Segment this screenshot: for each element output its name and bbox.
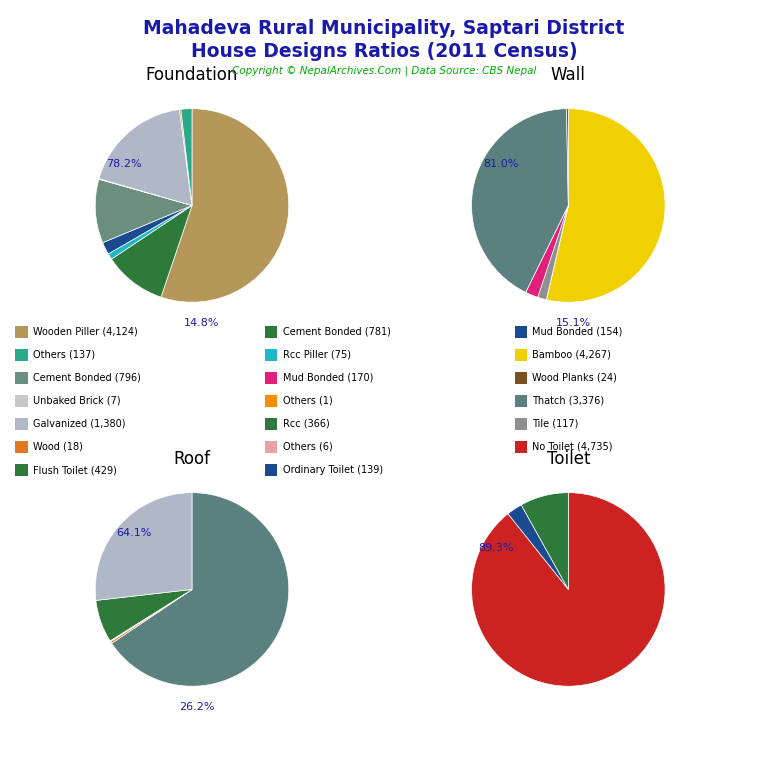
Text: 2.6%: 2.6%	[0, 767, 1, 768]
Text: Others (6): Others (6)	[283, 442, 333, 452]
Wedge shape	[521, 493, 568, 590]
Text: Thatch (3,376): Thatch (3,376)	[532, 396, 604, 406]
Text: 0.3%: 0.3%	[0, 767, 1, 768]
Text: Copyright © NepalArchives.Com | Data Source: CBS Nepal: Copyright © NepalArchives.Com | Data Sou…	[232, 65, 536, 76]
Text: Flush Toilet (429): Flush Toilet (429)	[33, 465, 117, 475]
Text: Wood Planks (24): Wood Planks (24)	[532, 372, 617, 383]
Text: 0.0%: 0.0%	[0, 767, 1, 768]
Wedge shape	[111, 590, 192, 641]
Text: Rcc (366): Rcc (366)	[283, 419, 329, 429]
Wedge shape	[472, 109, 568, 293]
Text: 3.2%: 3.2%	[0, 767, 1, 768]
Text: 15.1%: 15.1%	[555, 319, 591, 329]
Text: 14.8%: 14.8%	[184, 319, 220, 329]
Wedge shape	[99, 110, 192, 206]
Text: 78.2%: 78.2%	[107, 159, 142, 169]
Wedge shape	[181, 109, 192, 206]
Wedge shape	[472, 493, 665, 687]
Text: Ordinary Toilet (139): Ordinary Toilet (139)	[283, 465, 382, 475]
Text: Cement Bonded (781): Cement Bonded (781)	[283, 326, 390, 337]
Text: 7.0%: 7.0%	[0, 767, 1, 768]
Title: Wall: Wall	[551, 66, 586, 84]
Wedge shape	[103, 206, 192, 254]
Text: Wood (18): Wood (18)	[33, 442, 83, 452]
Text: 64.1%: 64.1%	[116, 528, 151, 538]
Text: 0.5%: 0.5%	[0, 767, 1, 768]
Text: 2.2%: 2.2%	[0, 767, 1, 768]
Text: Galvanized (1,380): Galvanized (1,380)	[33, 419, 125, 429]
Text: Wooden Piller (4,124): Wooden Piller (4,124)	[33, 326, 137, 337]
Text: Others (1): Others (1)	[283, 396, 333, 406]
Text: 1.4%: 1.4%	[0, 767, 1, 768]
Text: 89.3%: 89.3%	[478, 543, 514, 553]
Wedge shape	[110, 590, 192, 641]
Text: 0.1%: 0.1%	[0, 767, 1, 768]
Wedge shape	[546, 206, 568, 300]
Wedge shape	[111, 590, 192, 644]
Wedge shape	[111, 206, 192, 297]
Text: Rcc Piller (75): Rcc Piller (75)	[283, 349, 351, 360]
Wedge shape	[538, 206, 568, 300]
Wedge shape	[111, 493, 289, 686]
Text: 2.6%: 2.6%	[0, 767, 1, 768]
Text: 26.2%: 26.2%	[179, 703, 214, 713]
Text: Mud Bonded (170): Mud Bonded (170)	[283, 372, 373, 383]
Wedge shape	[95, 179, 192, 243]
Wedge shape	[180, 109, 192, 206]
Wedge shape	[99, 179, 192, 206]
Wedge shape	[525, 206, 568, 297]
Text: Bamboo (4,267): Bamboo (4,267)	[532, 349, 611, 360]
Text: Tile (117): Tile (117)	[532, 419, 578, 429]
Text: Mud Bonded (154): Mud Bonded (154)	[532, 326, 623, 337]
Title: Toilet: Toilet	[547, 450, 590, 468]
Text: 0.1%: 0.1%	[0, 767, 1, 768]
Wedge shape	[95, 493, 192, 601]
Wedge shape	[108, 206, 192, 259]
Text: 8.1%: 8.1%	[0, 767, 1, 768]
Wedge shape	[567, 109, 568, 206]
Text: 81.0%: 81.0%	[483, 159, 518, 169]
Title: Roof: Roof	[174, 450, 210, 468]
Wedge shape	[546, 109, 665, 302]
Wedge shape	[508, 505, 568, 590]
Text: Others (137): Others (137)	[33, 349, 95, 360]
Wedge shape	[161, 109, 289, 302]
Text: Mahadeva Rural Municipality, Saptari District: Mahadeva Rural Municipality, Saptari Dis…	[144, 19, 624, 38]
Wedge shape	[96, 590, 192, 641]
Text: House Designs Ratios (2011 Census): House Designs Ratios (2011 Census)	[190, 42, 578, 61]
Text: 2.9%: 2.9%	[0, 767, 1, 768]
Text: No Toilet (4,735): No Toilet (4,735)	[532, 442, 613, 452]
Title: Foundation: Foundation	[146, 66, 238, 84]
Text: Unbaked Brick (7): Unbaked Brick (7)	[33, 396, 121, 406]
Text: Cement Bonded (796): Cement Bonded (796)	[33, 372, 141, 383]
